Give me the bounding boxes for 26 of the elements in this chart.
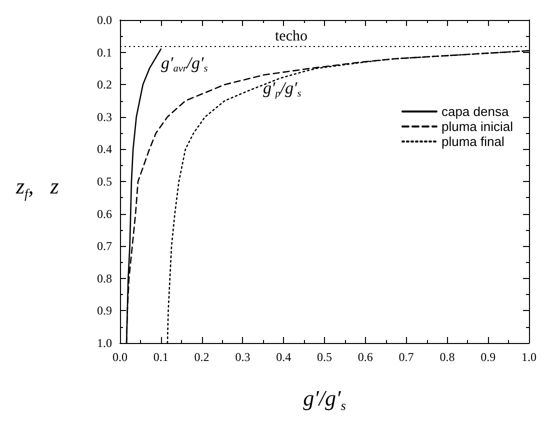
- x-tick-label: 1.0: [522, 350, 536, 364]
- y-tick-label: 0.7: [97, 239, 112, 254]
- y-tick-label: 0.3: [97, 110, 112, 124]
- y-tick-label: 0.5: [97, 174, 112, 188]
- y-tick-label: 0.0: [97, 13, 112, 27]
- legend-label: pluma inicial: [441, 119, 514, 134]
- x-tick-label: 0.1: [153, 350, 168, 364]
- y-tick-label: 0.8: [97, 271, 112, 286]
- y-tick-label: 0.2: [97, 78, 112, 92]
- x-tick-label: 0.7: [398, 350, 414, 364]
- y-tick-label: 0.9: [97, 304, 112, 318]
- legend-label: pluma final: [441, 134, 504, 149]
- x-tick-label: 0.6: [358, 350, 373, 364]
- x-tick-label: 0.3: [235, 350, 250, 364]
- x-tick-label: 0.4: [276, 350, 292, 364]
- y-tick-label: 1.0: [97, 336, 112, 350]
- x-tick-label: 0.0: [112, 350, 128, 364]
- x-tick-label: 0.5: [317, 350, 332, 364]
- x-tick-label: 0.8: [440, 350, 455, 364]
- x-tick-label: 0.2: [194, 350, 210, 364]
- y-tick-label: 0.4: [97, 142, 112, 156]
- y-tick-label: 0.6: [97, 206, 112, 221]
- legend-label: capa densa: [441, 104, 510, 119]
- x-tick-label: 0.9: [480, 350, 496, 364]
- y-tick-label: 0.1: [97, 45, 112, 60]
- ref-line-label: techo: [275, 28, 308, 44]
